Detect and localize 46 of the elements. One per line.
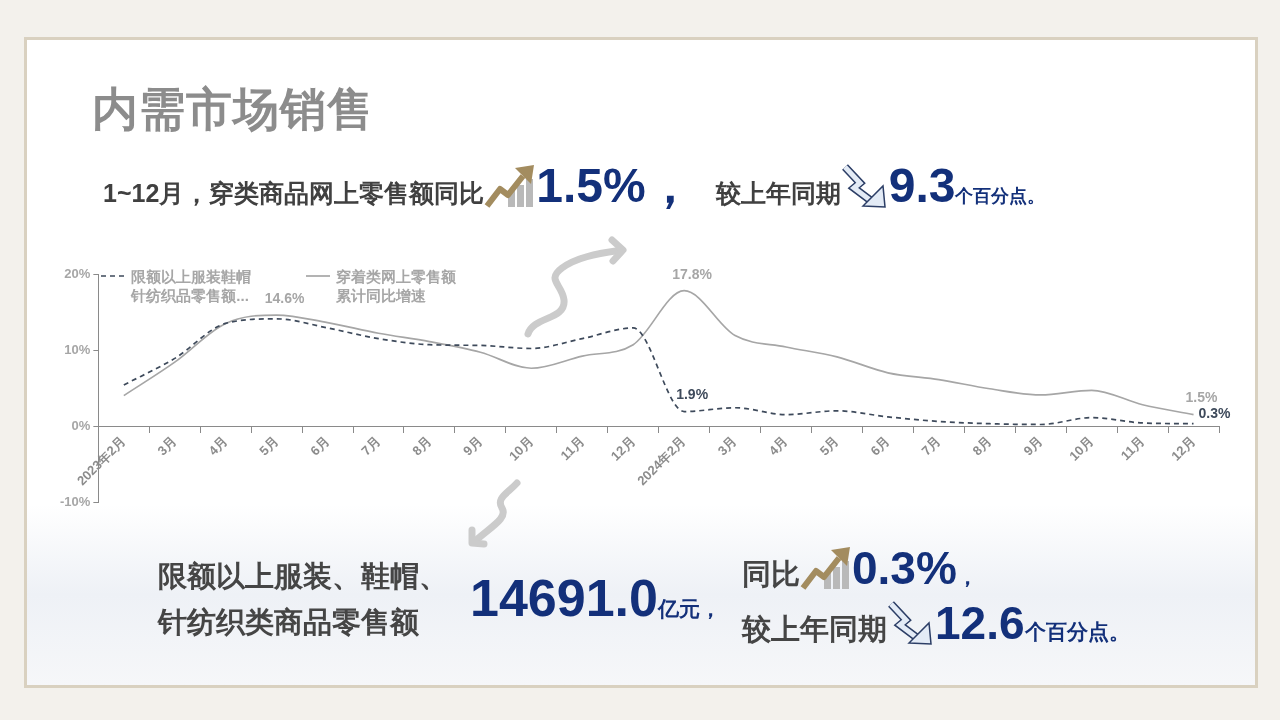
- text: 0.3%: [852, 542, 957, 594]
- text: 个百分点。: [1024, 620, 1130, 644]
- x-tick-label: 5月: [256, 433, 282, 459]
- text: 14691.0: [470, 569, 658, 628]
- text: 12.6: [935, 597, 1025, 649]
- x-tick-label: 8月: [409, 433, 435, 459]
- y-tick-label: 10%: [64, 341, 91, 357]
- data-label: 14.6%: [264, 289, 306, 306]
- y-tick-label: -10%: [59, 493, 91, 509]
- x-tick-label: 12月: [607, 433, 638, 464]
- x-tick-label: 8月: [969, 433, 995, 459]
- legend-label: 限额以上服装鞋帽针纺织品零售额...: [131, 268, 253, 306]
- legend-label: 穿着类网上零售额累计同比增速: [335, 268, 457, 306]
- text: 较上年同期: [742, 613, 887, 646]
- text: 亿元，: [657, 597, 721, 621]
- x-tick-label: 7月: [358, 433, 384, 459]
- chart-title: 内需市场销售: [92, 83, 374, 135]
- text: 较上年同期: [715, 179, 841, 208]
- data-label: 1.9%: [676, 386, 709, 403]
- x-tick-label: 3月: [714, 433, 740, 459]
- text: 同比: [742, 558, 800, 591]
- text: 1~12月，穿类商品网上零售额同比: [103, 179, 485, 208]
- text: 限额以上服装、鞋帽、针纺织类商品零售额: [158, 559, 449, 641]
- x-tick-label: 12月: [1168, 433, 1199, 464]
- text: 1.5%，: [536, 159, 694, 213]
- x-tick-label: 9月: [1020, 433, 1046, 459]
- x-tick-label: 6月: [307, 433, 333, 459]
- x-tick-label: 5月: [816, 433, 842, 459]
- data-label: 17.8%: [672, 265, 713, 282]
- text: ，: [956, 565, 978, 589]
- x-tick-label: 3月: [154, 433, 180, 459]
- y-tick-label: 0%: [71, 417, 91, 433]
- x-tick-label: 6月: [867, 433, 893, 459]
- x-tick-label: 7月: [918, 433, 944, 459]
- data-label: 0.3%: [1198, 404, 1231, 421]
- text: 个百分点。: [955, 186, 1046, 207]
- y-tick-label: 20%: [64, 265, 91, 281]
- x-tick-label: 9月: [460, 433, 486, 459]
- data-label: 1.5%: [1185, 389, 1219, 406]
- x-tick-label: 11月: [1117, 433, 1148, 464]
- text: 9.3: [888, 159, 956, 213]
- x-tick-label: 11月: [557, 433, 587, 464]
- x-tick-label: 4月: [765, 433, 791, 459]
- x-tick-label: 10月: [505, 433, 536, 464]
- x-tick-label: 4月: [205, 433, 231, 459]
- x-tick-label: 10月: [1066, 433, 1097, 464]
